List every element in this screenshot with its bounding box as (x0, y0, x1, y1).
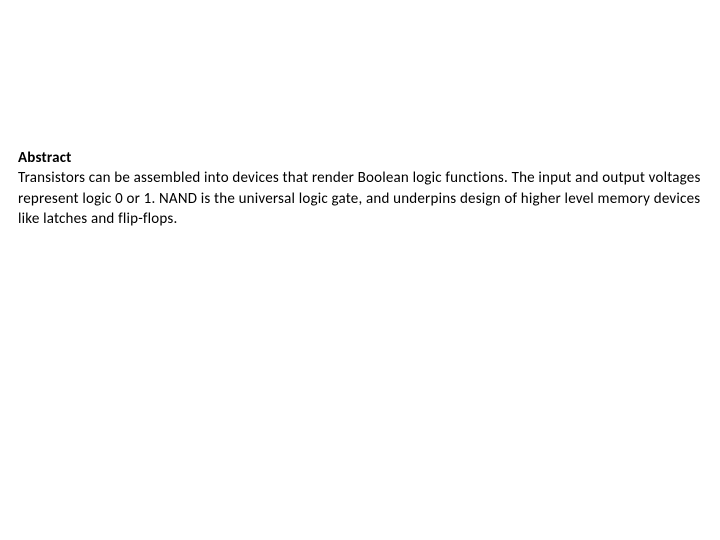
abstract-heading: Abstract (18, 148, 702, 168)
abstract-body: Transistors can be assembled into device… (18, 168, 702, 229)
